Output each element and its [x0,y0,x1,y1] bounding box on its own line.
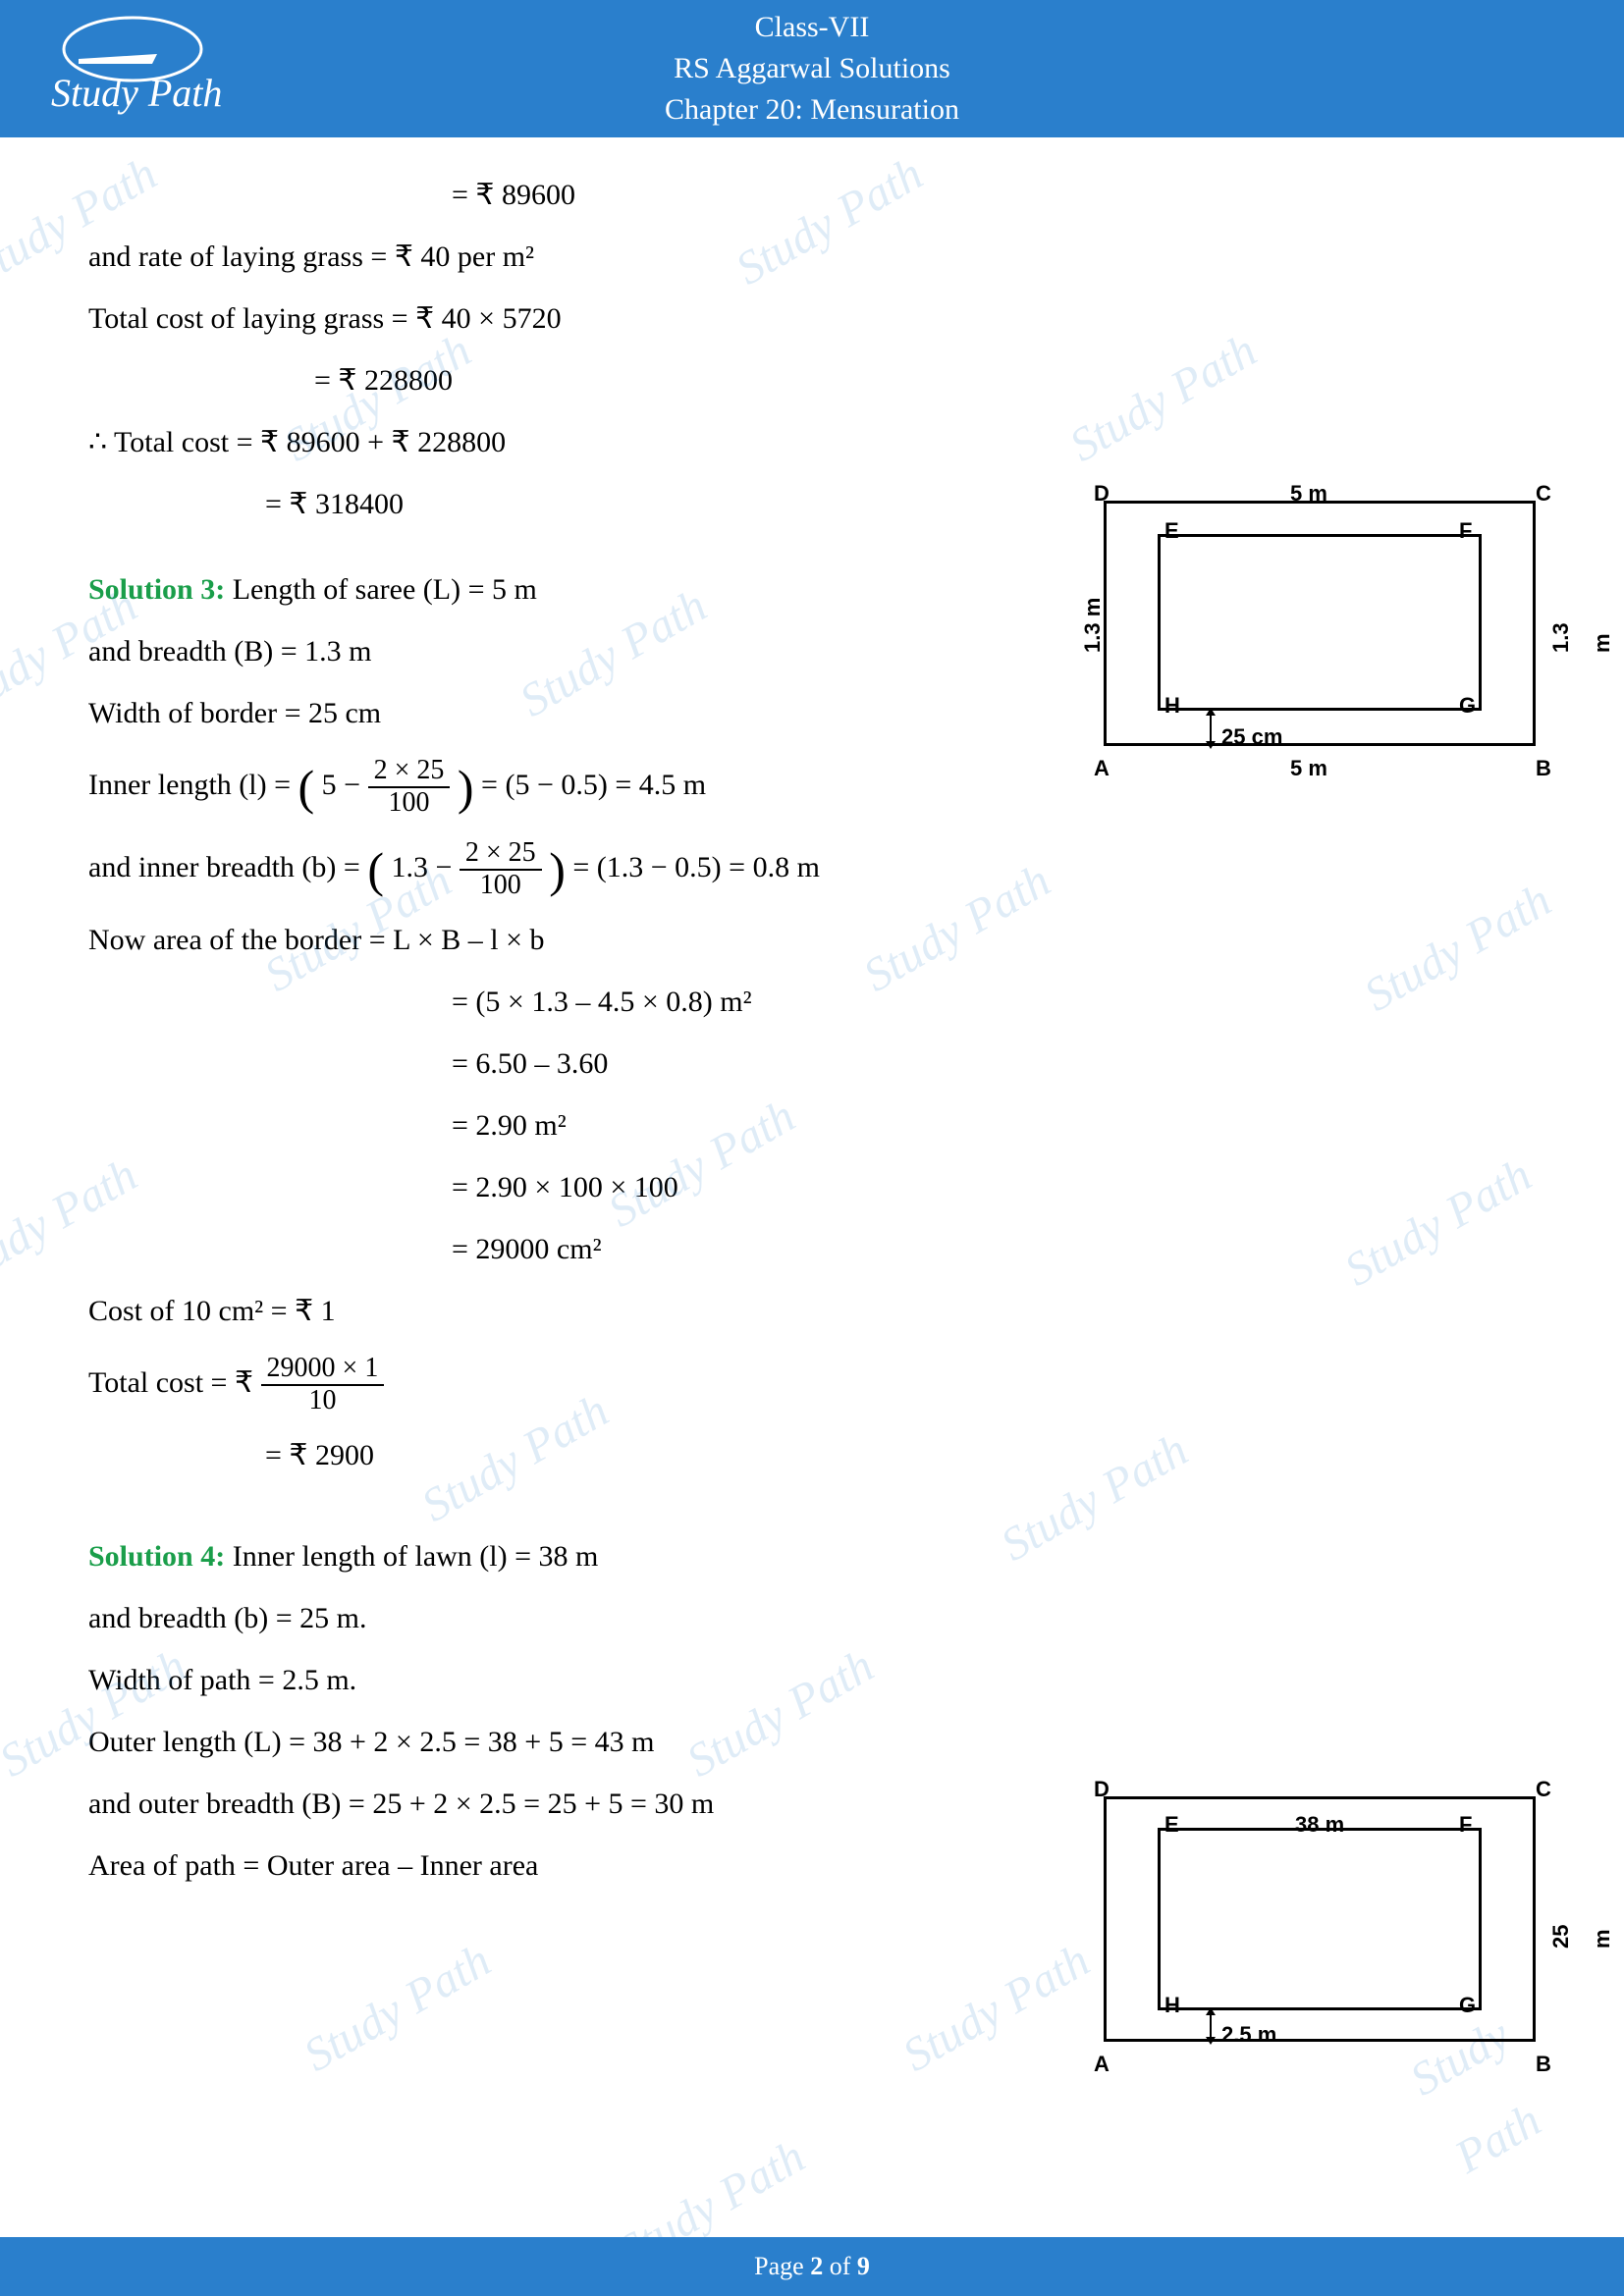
corner-D: D [1094,473,1110,514]
corner-E: E [1164,1804,1179,1845]
paren-icon: ( [367,842,384,897]
numerator: 2 × 25 [368,756,451,788]
calc-line: = ₹ 89600 [88,167,1536,223]
text: and inner breadth (b) = [88,851,367,883]
paren-icon: ) [458,760,474,815]
solution-4-label: Solution 4: [88,1540,225,1573]
corner-H: H [1164,1985,1180,2026]
calc-line: = 2.90 × 100 × 100 [88,1159,1536,1215]
numerator: 2 × 25 [460,838,542,871]
calc-line: = ₹ 2900 [88,1427,1536,1483]
dim-top: 38 m [1295,1804,1344,1845]
corner-G: G [1459,685,1476,726]
fraction: 2 × 25100 [460,838,542,901]
text: = (5 − 0.5) = 4.5 m [481,769,706,801]
inner-rect [1158,534,1482,711]
gap-arrow-icon [1210,714,1212,743]
sol4-text-a: Inner length of lawn (l) = 38 m [225,1540,598,1573]
corner-A: A [1094,2044,1110,2085]
denominator: 100 [368,788,451,819]
header-chapter: Chapter 20: Mensuration [39,89,1585,131]
dim-top: 5 m [1290,473,1327,514]
corner-G: G [1459,1985,1476,2026]
dim-gap: 2.5 m [1221,2014,1276,2056]
diagram-lawn: D C A B E F H G 38 m 25 m 2.5 m [1074,1767,1565,2071]
denominator: 100 [460,871,542,901]
text: 1.3 − [391,851,459,883]
numerator: 29000 × 1 [261,1354,385,1386]
corner-E: E [1164,510,1179,552]
calc-line: = 29000 cm² [88,1221,1536,1277]
calc-line: Now area of the border = L × B – l × b [88,912,1536,968]
corner-B: B [1536,2044,1551,2085]
paren-icon: ) [549,842,566,897]
corner-F: F [1459,510,1472,552]
calc-line: = 2.90 m² [88,1097,1536,1153]
logo-text: Study Path [51,70,222,116]
footer-page-mid: of [823,2252,857,2280]
watermark: Study Path [286,1918,509,2099]
header-book: RS Aggarwal Solutions [39,48,1585,89]
gap-arrow-icon [1210,2013,1212,2039]
calc-line: and breadth (b) = 25 m. [88,1590,1536,1646]
dim-right: 1.3 m [1541,622,1623,653]
footer-page-total: 9 [857,2252,870,2280]
calc-line: = ₹ 228800 [88,352,1536,408]
dim-left: 1.3 m [1072,598,1113,653]
dim-right: 25 m [1541,1924,1623,1949]
page-footer: Page 2 of 9 [0,2237,1624,2296]
footer-page-pre: Page [754,2252,810,2280]
page-header: Study Path Class-VII RS Aggarwal Solutio… [0,0,1624,137]
dim-gap: 25 cm [1221,717,1282,758]
text: = (1.3 − 0.5) = 0.8 m [572,851,820,883]
corner-C: C [1536,473,1551,514]
calc-line: Outer length (L) = 38 + 2 × 2.5 = 38 + 5… [88,1714,1536,1770]
denominator: 10 [261,1386,385,1416]
calc-line: Total cost = ₹ 29000 × 110 [88,1345,1536,1421]
corner-B: B [1536,748,1551,789]
text: Inner length (l) = [88,769,298,801]
paren-icon: ( [298,760,315,815]
solution-4-start: Solution 4: Inner length of lawn (l) = 3… [88,1528,1536,1584]
calc-line: and rate of laying grass = ₹ 40 per m² [88,229,1536,285]
corner-F: F [1459,1804,1472,1845]
solution-3-label: Solution 3: [88,573,225,606]
logo: Study Path [39,10,255,128]
corner-D: D [1094,1769,1110,1810]
calc-line: Width of path = 2.5 m. [88,1652,1536,1708]
calc-line: Cost of 10 cm² = ₹ 1 [88,1283,1536,1339]
dim-bottom: 5 m [1290,748,1327,789]
calc-line: and inner breadth (b) = ( 1.3 − 2 × 2510… [88,829,1536,906]
sol3-text-a: Length of saree (L) = 5 m [225,573,537,606]
calc-line: = 6.50 – 3.60 [88,1036,1536,1092]
fraction: 29000 × 110 [261,1354,385,1416]
calc-line: ∴ Total cost = ₹ 89600 + ₹ 228800 [88,414,1536,470]
diagram-saree: D C A B E F H G 5 m 5 m 1.3 m 1.3 m 25 c… [1074,471,1565,775]
text: Total cost = ₹ [88,1366,261,1399]
header-class: Class-VII [39,7,1585,48]
footer-page-num: 2 [810,2252,823,2280]
page-content: Study Path Study Path Study Path Study P… [0,137,1624,1929]
corner-A: A [1094,748,1110,789]
corner-C: C [1536,1769,1551,1810]
corner-H: H [1164,685,1180,726]
calc-line: = (5 × 1.3 – 4.5 × 0.8) m² [88,974,1536,1030]
header-titles: Class-VII RS Aggarwal Solutions Chapter … [39,7,1585,131]
text: 5 − [322,769,368,801]
calc-line: Total cost of laying grass = ₹ 40 × 5720 [88,291,1536,347]
fraction: 2 × 25100 [368,756,451,819]
inner-rect [1158,1828,1482,2010]
